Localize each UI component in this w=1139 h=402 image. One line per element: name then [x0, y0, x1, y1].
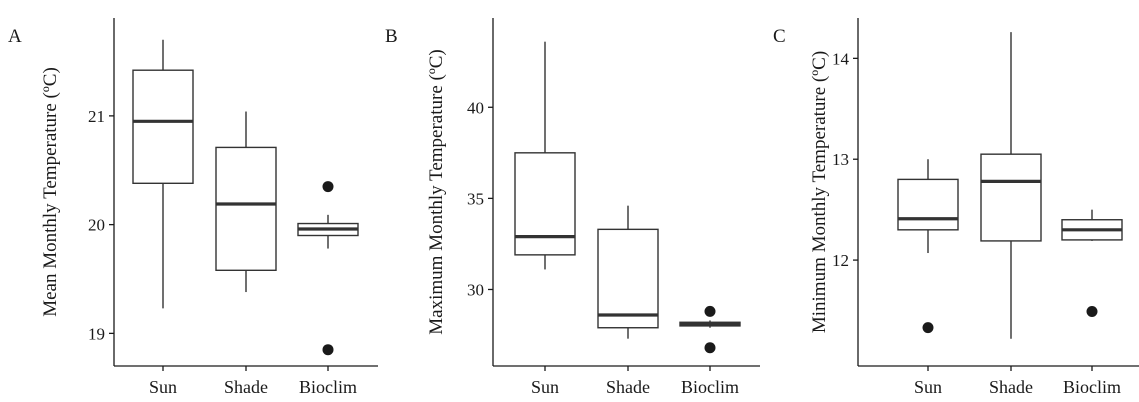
y-tick-label: 35 — [467, 189, 484, 208]
panel-label: C — [773, 26, 786, 47]
iqr-box — [132, 69, 194, 184]
panel-label: B — [385, 26, 398, 47]
box-sun: Sun — [897, 159, 959, 397]
outlier-point — [322, 181, 334, 193]
iqr-box — [980, 153, 1042, 242]
y-tick-label: 40 — [467, 98, 484, 117]
y-tick-label: 19 — [88, 324, 105, 343]
iqr-box — [897, 178, 959, 231]
y-tick-label: 21 — [88, 107, 105, 126]
outlier-point — [704, 305, 716, 317]
box-sun: Sun — [514, 41, 576, 397]
box-bioclim: Bioclim — [297, 181, 359, 397]
y-axis-title: Mean Monthly Temperature (ºC) — [40, 67, 61, 317]
x-tick-label: Sun — [531, 377, 559, 397]
y-axis-title: Maximum Monthly Temperature (ºC) — [426, 49, 447, 334]
box-sun: Sun — [132, 39, 194, 397]
x-tick-label: Shade — [989, 377, 1033, 397]
outlier-point — [922, 322, 934, 334]
x-tick-label: Shade — [224, 377, 268, 397]
iqr-box — [514, 152, 576, 256]
x-tick-label: Sun — [149, 377, 177, 397]
x-tick-label: Bioclim — [681, 377, 739, 397]
y-tick-label: 30 — [467, 280, 484, 299]
panel-label: A — [8, 26, 22, 47]
x-tick-label: Bioclim — [299, 377, 357, 397]
box-bioclim: Bioclim — [1061, 209, 1123, 397]
iqr-box — [215, 146, 277, 272]
panel-a: A Mean Monthly Temperature (ºC) 19 20 21 Sun S… — [8, 18, 378, 397]
y-tick-label: 13 — [832, 150, 849, 169]
outlier-point — [1086, 306, 1098, 318]
iqr-box — [597, 228, 659, 329]
x-tick-label: Bioclim — [1063, 377, 1121, 397]
y-tick-label: 12 — [832, 251, 849, 270]
panel-c: C Minimum Monthly Temperature (ºC) 12 13 14 S… — [773, 18, 1139, 397]
y-tick-label: 14 — [832, 49, 850, 68]
outlier-point — [704, 342, 716, 354]
x-tick-label: Shade — [606, 377, 650, 397]
panel-b: B Maximum Monthly Temperature (ºC) 30 35 40 S… — [385, 18, 760, 397]
box-shade: Shade — [597, 205, 659, 397]
box-shade: Shade — [215, 111, 277, 397]
x-tick-label: Sun — [914, 377, 942, 397]
box-shade: Shade — [980, 32, 1042, 397]
y-tick-label: 20 — [88, 216, 105, 235]
box-bioclim: Bioclim — [679, 305, 741, 397]
outlier-point — [322, 344, 334, 356]
y-axis-title: Minimum Monthly Temperature (ºC) — [809, 51, 830, 333]
